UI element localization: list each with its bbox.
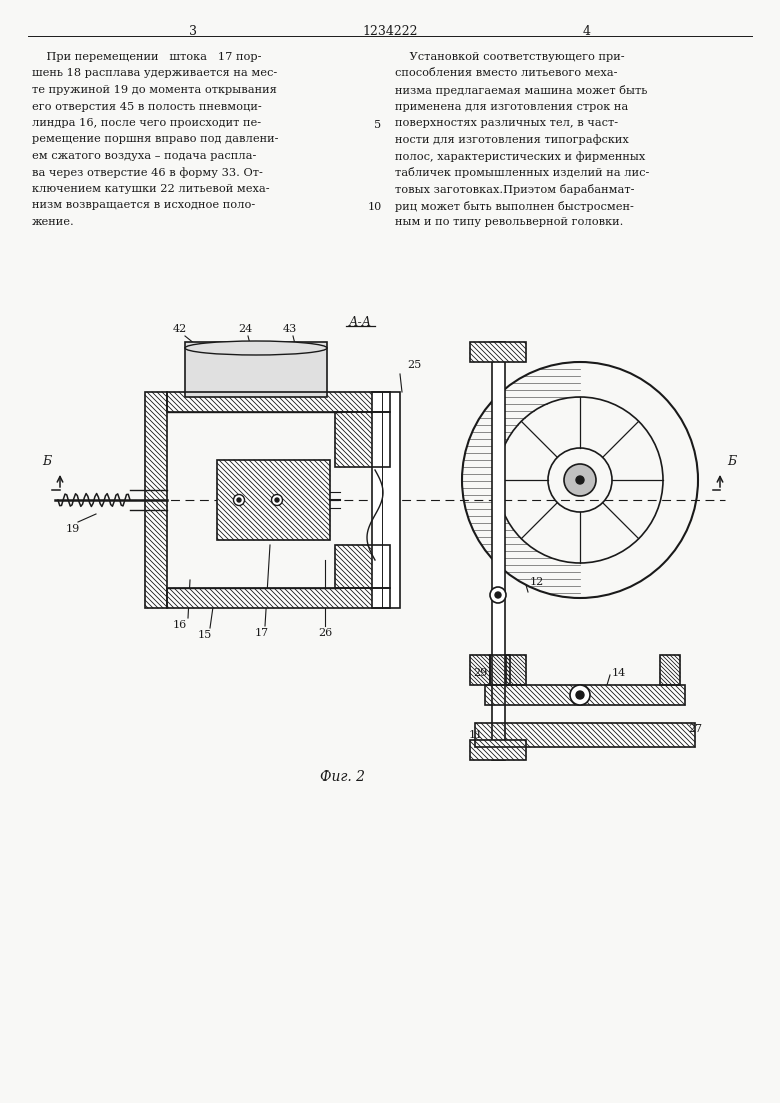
Bar — [470, 655, 490, 685]
Circle shape — [237, 497, 241, 502]
Bar — [660, 655, 680, 685]
Circle shape — [271, 494, 282, 505]
Text: А-А: А-А — [349, 315, 371, 329]
Bar — [335, 413, 390, 467]
Circle shape — [576, 690, 584, 699]
Bar — [470, 740, 526, 760]
Text: ва через отверстие 46 в форму 33. От-: ва через отверстие 46 в форму 33. От- — [32, 168, 263, 179]
Bar — [485, 685, 685, 705]
Circle shape — [576, 476, 584, 484]
Bar — [475, 722, 695, 747]
Bar — [475, 722, 695, 747]
Circle shape — [570, 685, 590, 705]
Text: 17: 17 — [255, 628, 269, 638]
Text: Фиг. 2: Фиг. 2 — [320, 770, 365, 784]
Text: 14: 14 — [612, 668, 626, 678]
Circle shape — [564, 464, 596, 496]
Text: 43: 43 — [283, 324, 297, 334]
Bar — [217, 460, 330, 540]
Text: табличек промышленных изделий на лис-: табличек промышленных изделий на лис- — [395, 168, 650, 179]
Bar — [485, 685, 685, 705]
Text: Б: Б — [42, 456, 51, 468]
Text: низма предлагаемая машина может быть: низма предлагаемая машина может быть — [395, 85, 647, 96]
Bar — [145, 392, 167, 608]
Bar — [470, 740, 526, 760]
Text: 42: 42 — [173, 324, 187, 334]
Text: 26: 26 — [318, 628, 332, 638]
Bar — [490, 655, 510, 685]
Text: При перемещении   штока   17 пор-: При перемещении штока 17 пор- — [32, 52, 261, 62]
Text: риц может быть выполнен быстросмен-: риц может быть выполнен быстросмен- — [395, 201, 634, 212]
Bar — [506, 655, 526, 685]
Text: 24: 24 — [238, 324, 252, 334]
Text: 4: 4 — [583, 25, 591, 38]
Text: товых заготовках.Приэтом барабанмат-: товых заготовках.Приэтом барабанмат- — [395, 184, 634, 195]
Text: 16: 16 — [173, 620, 187, 630]
Text: 29: 29 — [473, 668, 488, 678]
Text: ным и по типу револьверной головки.: ным и по типу револьверной головки. — [395, 217, 623, 227]
Bar — [185, 342, 327, 397]
Text: 27: 27 — [688, 724, 702, 733]
Text: 25: 25 — [407, 360, 421, 370]
Text: поверхностях различных тел, в част-: поверхностях различных тел, в част- — [395, 118, 618, 128]
Bar — [470, 342, 526, 362]
Bar — [470, 342, 526, 362]
Text: 15: 15 — [198, 630, 212, 640]
Text: низм возвращается в исходное поло-: низм возвращается в исходное поло- — [32, 201, 255, 211]
Bar — [490, 655, 510, 685]
Bar — [335, 545, 390, 588]
Text: 11: 11 — [469, 730, 483, 740]
Text: Установкой соответствующего при-: Установкой соответствующего при- — [395, 52, 625, 62]
Text: линдра 16, после чего происходит пе-: линдра 16, после чего происходит пе- — [32, 118, 261, 128]
Bar — [145, 392, 167, 608]
Bar — [167, 588, 390, 608]
Bar — [470, 655, 490, 685]
Bar — [660, 655, 680, 685]
Text: те пружиной 19 до момента открывания: те пружиной 19 до момента открывания — [32, 85, 277, 95]
Text: Б: Б — [727, 456, 736, 468]
Text: 10: 10 — [368, 203, 382, 213]
Text: ности для изготовления типографских: ности для изготовления типографских — [395, 135, 629, 146]
Bar — [167, 588, 390, 608]
Bar — [335, 413, 390, 467]
Bar — [335, 545, 390, 588]
Circle shape — [495, 592, 501, 598]
Text: ключением катушки 22 литьевой меха-: ключением катушки 22 литьевой меха- — [32, 184, 270, 194]
Text: полос, характеристических и фирменных: полос, характеристических и фирменных — [395, 151, 645, 162]
Circle shape — [490, 587, 506, 603]
Text: шень 18 расплава удерживается на мес-: шень 18 расплава удерживается на мес- — [32, 68, 277, 78]
Bar — [217, 460, 330, 540]
Circle shape — [233, 494, 244, 505]
Text: 3: 3 — [189, 25, 197, 38]
Ellipse shape — [185, 341, 327, 355]
Text: ремещение поршня вправо под давлени-: ремещение поршня вправо под давлени- — [32, 135, 278, 144]
Text: 5: 5 — [374, 120, 381, 130]
Text: применена для изготовления строк на: применена для изготовления строк на — [395, 101, 628, 111]
Bar — [167, 392, 390, 413]
Text: 19: 19 — [66, 524, 80, 534]
Circle shape — [275, 497, 279, 502]
Text: его отверстия 45 в полость пневмоци-: его отверстия 45 в полость пневмоци- — [32, 101, 262, 111]
Bar — [372, 392, 400, 608]
Text: жение.: жение. — [32, 217, 75, 227]
Bar — [492, 342, 505, 760]
Bar — [506, 655, 526, 685]
Text: 1234222: 1234222 — [362, 25, 418, 38]
Text: способления вместо литьевого меха-: способления вместо литьевого меха- — [395, 68, 618, 78]
Text: ем сжатого воздуха – подача распла-: ем сжатого воздуха – подача распла- — [32, 151, 257, 161]
Text: 12: 12 — [530, 577, 544, 587]
Bar — [167, 392, 390, 413]
